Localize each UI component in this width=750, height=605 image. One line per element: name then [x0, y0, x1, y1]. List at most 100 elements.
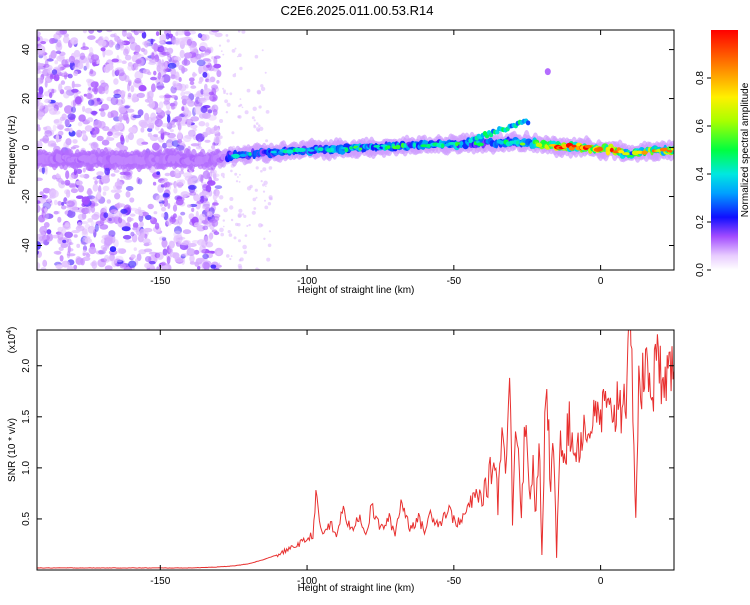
noise-blob: [159, 95, 166, 99]
y-multiplier-exponent: 4: [6, 330, 13, 334]
noise-blob: [206, 64, 210, 68]
noise-blob: [120, 208, 128, 214]
noise-blob: [67, 113, 76, 120]
noise-blob: [169, 218, 177, 223]
noise-blob: [88, 246, 97, 255]
noise-blob: [106, 199, 112, 204]
colorbar-ticks: 0.0 0.2 0.4 0.6 0.8: [695, 71, 711, 277]
noise-blob: [49, 38, 55, 44]
ridge-peak: [426, 143, 431, 148]
noise-blob: [183, 172, 192, 178]
noise-blob: [194, 93, 198, 98]
noise-blob: [136, 92, 145, 99]
y-multiplier: (x104): [6, 327, 18, 354]
ridge-peak: [622, 152, 630, 156]
noise-blob: [202, 253, 209, 260]
noise-blob: [97, 39, 107, 47]
noise-blob: [140, 47, 146, 53]
top-axis-ticks: -150 -100 -50 0 -40 -20 0 20 40: [21, 30, 674, 287]
noise-blob: [190, 124, 198, 129]
noise-blob: [57, 216, 62, 223]
noise-blob: [197, 266, 201, 270]
noise-blob: [155, 31, 160, 37]
noise-blob: [115, 67, 124, 72]
noise-blob: [133, 247, 137, 252]
noise-blob: [88, 99, 95, 106]
noise-blob: [163, 99, 168, 106]
noise-blob: [229, 197, 234, 201]
noise-blob: [213, 135, 221, 144]
noise-blob: [148, 97, 153, 103]
noise-blob: [62, 224, 71, 231]
noise-blob: [174, 226, 182, 235]
noise-blob: [79, 52, 86, 60]
noise-blob: [134, 78, 142, 84]
ridge-peak: [448, 141, 457, 145]
noise-blob: [170, 120, 176, 125]
noise-blob: [128, 126, 137, 134]
noise-blob: [37, 36, 41, 42]
noise-blob: [200, 52, 205, 58]
noise-blob: [150, 38, 154, 45]
noise-blob: [105, 235, 114, 245]
noise-blob: [39, 138, 49, 142]
noise-blob: [61, 113, 67, 121]
noise-blob: [265, 185, 267, 187]
noise-blob: [222, 87, 225, 90]
noise-blob: [117, 59, 122, 63]
noise-blob: [96, 30, 103, 33]
colorbar-tick-label: 0.4: [695, 167, 706, 181]
noise-blob: [152, 181, 157, 186]
noise-blob: [251, 210, 256, 215]
noise-blob: [180, 191, 190, 198]
top-x-axis-label: Height of straight line (km): [298, 285, 415, 296]
noise-blob: [79, 55, 88, 64]
noise-blob: [71, 80, 75, 89]
noise-blob: [42, 202, 51, 210]
noise-blob: [67, 245, 71, 254]
noise-blob: [55, 50, 62, 54]
noise-blob: [82, 105, 86, 112]
noise-blob: [182, 193, 187, 199]
noise-blob: [121, 114, 129, 121]
noise-blob: [108, 230, 116, 238]
noise-blob: [189, 191, 197, 196]
noise-blob: [63, 91, 70, 99]
noise-blob: [230, 218, 234, 222]
noise-blob: [37, 126, 41, 132]
noise-blob: [164, 172, 171, 177]
noise-blob: [37, 111, 43, 121]
noise-blob: [64, 179, 71, 186]
noise-blob: [230, 169, 233, 173]
ridge-peak: [344, 147, 349, 153]
noise-blob: [226, 102, 231, 107]
noise-blob: [246, 225, 249, 227]
noise-blob: [214, 32, 223, 38]
noise-blob: [130, 85, 135, 93]
noise-blob: [166, 256, 171, 265]
noise-blob: [90, 205, 96, 213]
noise-blob: [95, 250, 104, 255]
noise-blob: [243, 250, 248, 255]
noise-blob: [69, 205, 79, 212]
noise-blob: [125, 108, 135, 113]
noise-blob: [180, 253, 189, 257]
noise-blob: [87, 205, 91, 214]
noise-blob: [202, 170, 210, 180]
noise-blob: [254, 54, 259, 59]
noise-blob: [61, 205, 67, 210]
noise-blob: [115, 262, 122, 267]
noise-blob: [75, 129, 83, 138]
noise-blob: [50, 50, 57, 59]
noise-blob: [255, 166, 259, 170]
noise-blob: [229, 205, 234, 210]
ridge-spur: [525, 120, 531, 126]
noise-blob: [74, 96, 82, 105]
y-tick-label: 20: [21, 93, 32, 105]
noise-blob: [120, 134, 125, 142]
noise-blob: [52, 124, 57, 132]
noise-blob: [212, 172, 217, 180]
noise-blob: [158, 101, 164, 109]
noise-blob: [90, 261, 96, 267]
noise-blob: [134, 44, 141, 53]
